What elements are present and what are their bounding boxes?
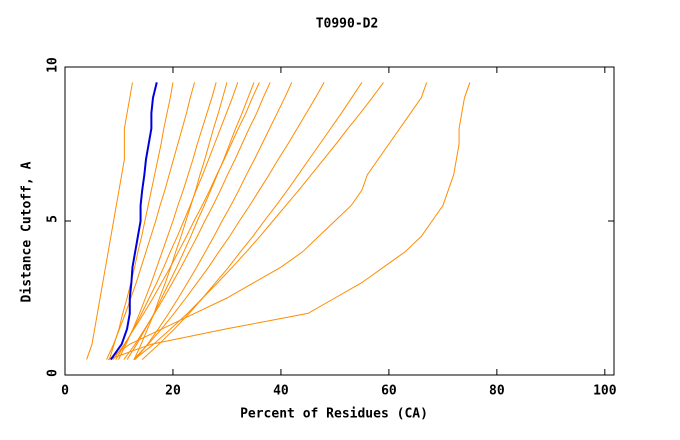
x-tick-label: 0 <box>61 384 69 399</box>
x-axis-label: Percent of Residues (CA) <box>240 407 428 422</box>
series-line <box>117 82 217 360</box>
series-line <box>112 82 260 360</box>
series-line <box>133 82 384 360</box>
series-line <box>123 82 271 360</box>
series-line <box>133 82 325 360</box>
series-line <box>106 82 196 360</box>
series-line <box>110 82 158 361</box>
x-tick-label: 20 <box>165 384 181 399</box>
x-tick-label: 60 <box>381 384 397 399</box>
series-line <box>133 82 228 360</box>
x-tick-label: 80 <box>489 384 505 399</box>
series-line <box>107 82 428 361</box>
series-line <box>115 82 239 360</box>
series-line <box>126 82 255 360</box>
x-tick-label: 100 <box>593 384 617 399</box>
x-tick-label: 40 <box>273 384 289 399</box>
series-line <box>134 82 293 360</box>
series-line <box>141 82 363 360</box>
y-tick-label: 10 <box>46 57 61 73</box>
series-line <box>108 82 471 361</box>
y-tick-label: 5 <box>46 215 61 223</box>
series-line <box>108 82 174 360</box>
y-axis-label: Distance Cutoff, A <box>20 161 35 302</box>
series-line <box>86 82 133 360</box>
y-tick-label: 0 <box>46 369 61 377</box>
chart-title: T0990-D2 <box>316 17 379 32</box>
